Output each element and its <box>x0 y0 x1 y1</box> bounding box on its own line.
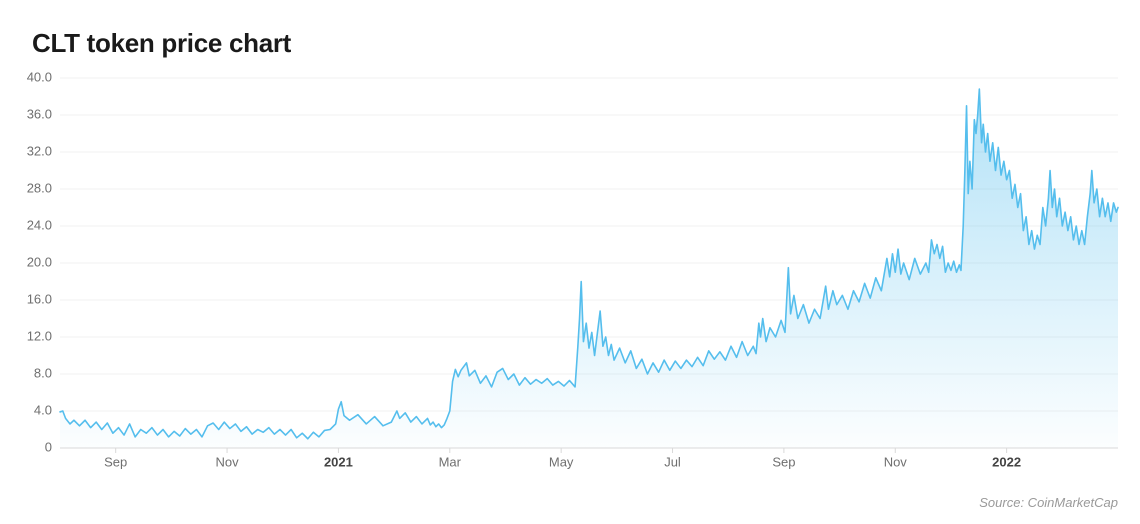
svg-text:12.0: 12.0 <box>27 328 52 343</box>
svg-text:0: 0 <box>45 439 52 454</box>
chart-source: Source: CoinMarketCap <box>979 495 1118 510</box>
svg-text:Jul: Jul <box>664 455 681 470</box>
svg-text:Nov: Nov <box>884 455 908 470</box>
x-axis-labels: Sep Nov 2021 Mar May Jul Sep Nov 2022 <box>104 448 1021 470</box>
svg-text:40.0: 40.0 <box>27 69 52 84</box>
svg-text:4.0: 4.0 <box>34 402 52 417</box>
svg-text:16.0: 16.0 <box>27 291 52 306</box>
svg-text:20.0: 20.0 <box>27 254 52 269</box>
svg-text:8.0: 8.0 <box>34 365 52 380</box>
svg-text:2022: 2022 <box>992 455 1021 470</box>
chart-svg: 04.08.012.016.020.024.028.032.036.040.0 … <box>60 78 1118 468</box>
svg-text:28.0: 28.0 <box>27 180 52 195</box>
chart-container: CLT token price chart 04.08.012.016.020.… <box>0 0 1140 524</box>
svg-text:2021: 2021 <box>324 455 353 470</box>
svg-text:Mar: Mar <box>439 455 462 470</box>
chart-title: CLT token price chart <box>32 28 291 59</box>
svg-text:May: May <box>549 455 574 470</box>
y-axis-labels: 0 4.0 8.0 12.0 16.0 20.0 24.0 28.0 32.0 36.0 40.0 <box>27 69 52 454</box>
svg-text:Sep: Sep <box>104 455 127 470</box>
svg-text:Sep: Sep <box>772 455 795 470</box>
svg-text:Nov: Nov <box>215 455 239 470</box>
svg-text:32.0: 32.0 <box>27 143 52 158</box>
plot-area: 04.08.012.016.020.024.028.032.036.040.0 … <box>60 78 1118 468</box>
svg-text:36.0: 36.0 <box>27 106 52 121</box>
svg-text:24.0: 24.0 <box>27 217 52 232</box>
price-area <box>60 89 1118 448</box>
